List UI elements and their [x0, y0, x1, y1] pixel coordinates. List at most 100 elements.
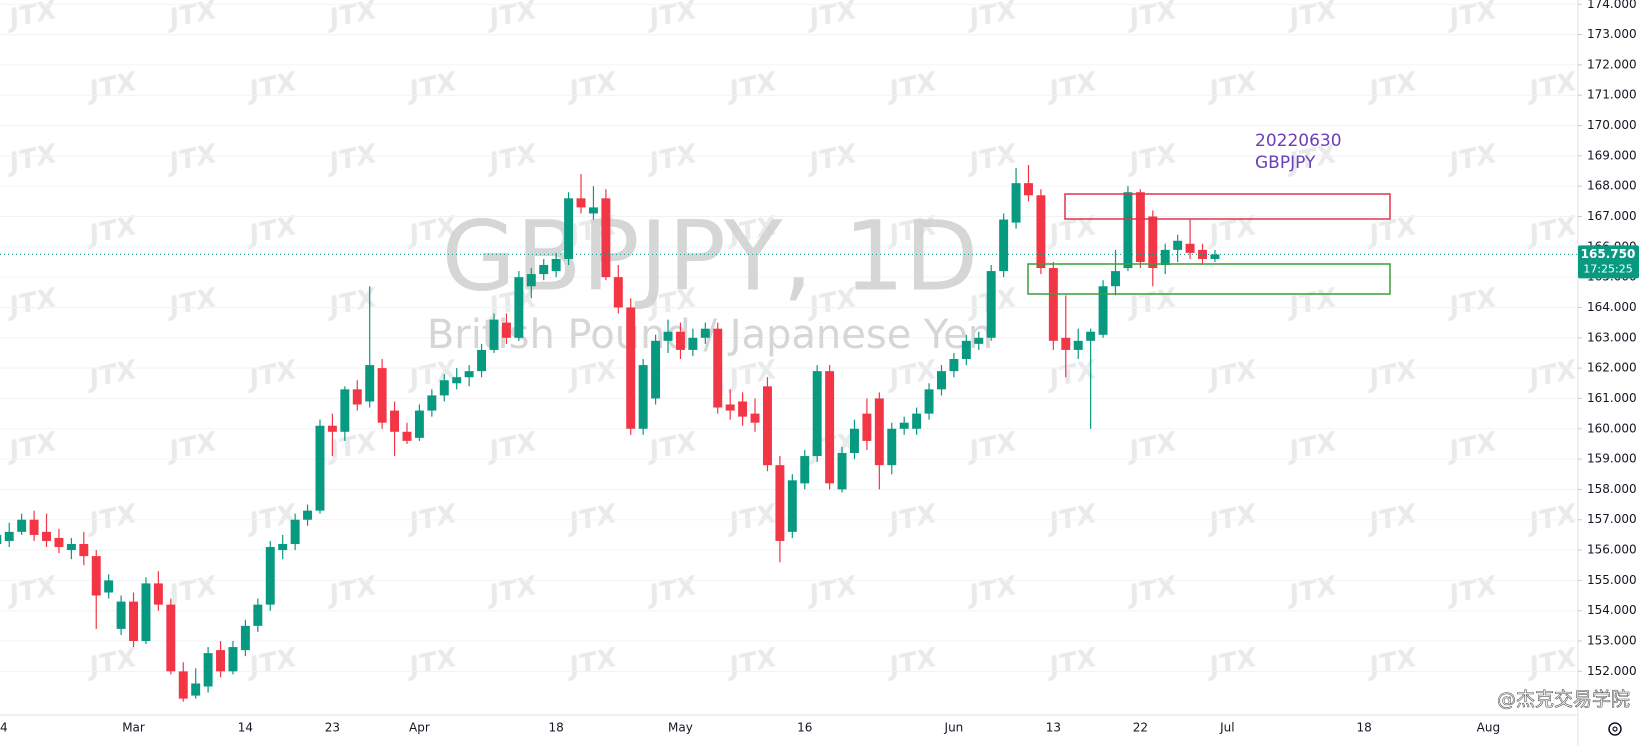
candle-body: [1111, 271, 1120, 287]
candle-body: [924, 389, 934, 414]
x-tick-label: 16: [797, 721, 812, 735]
candle-body: [315, 425, 325, 511]
candle-body: [849, 428, 859, 454]
candle-body: [66, 543, 76, 551]
candle-body: [265, 547, 275, 605]
gear-hub[interactable]: [1612, 726, 1618, 732]
candle-body: [1160, 249, 1170, 266]
y-tick-label: 158.000: [1587, 482, 1637, 496]
y-tick-label: 163.000: [1587, 330, 1637, 344]
candle-body: [1024, 183, 1033, 196]
candle-body: [974, 337, 984, 344]
x-tick-label: Mar: [122, 721, 145, 735]
x-tick-label: Jul: [1219, 721, 1234, 735]
y-tick-label: 156.000: [1587, 543, 1637, 557]
candle-body: [688, 337, 698, 350]
settings-icon[interactable]: [1608, 722, 1622, 736]
candle-body: [588, 207, 598, 214]
candle-body: [762, 386, 772, 466]
candle-body: [999, 219, 1009, 272]
candle-body: [912, 413, 922, 429]
candle-body: [278, 543, 288, 551]
candle-body: [1073, 340, 1083, 350]
y-tick-label: 173.000: [1587, 27, 1637, 41]
candle-body: [178, 671, 188, 699]
y-tick-label: 160.000: [1587, 421, 1637, 435]
candle-body: [365, 365, 375, 402]
x-tick-label: Jun: [944, 721, 964, 735]
candle-body: [551, 258, 561, 272]
candle-body: [1048, 268, 1058, 341]
candle-body: [961, 340, 971, 360]
candle-body: [1148, 216, 1158, 269]
candle-body: [91, 556, 101, 596]
bar-countdown: 17:25:25: [1583, 262, 1632, 275]
candle-body: [17, 519, 27, 532]
candle-body: [377, 368, 387, 423]
x-tick-label: 23: [325, 721, 340, 735]
candle-body: [464, 371, 474, 378]
y-tick-label: 167.000: [1587, 209, 1637, 223]
candle-body: [352, 389, 362, 405]
candle-body: [129, 601, 139, 642]
candle-body: [899, 422, 909, 429]
y-tick-label: 159.000: [1587, 452, 1637, 466]
candle-body: [651, 340, 661, 399]
candle-body: [713, 328, 723, 408]
annotation-date: 20220630: [1255, 131, 1342, 151]
candle-body: [1098, 286, 1108, 335]
x-tick-label: 13: [1046, 721, 1061, 735]
x-tick-label: 22: [1133, 721, 1148, 735]
candle-body: [1173, 240, 1183, 250]
candle-body: [340, 389, 350, 432]
annotation-symbol: GBPJPY: [1255, 153, 1316, 173]
candle-body: [539, 265, 549, 275]
candle-body: [4, 531, 14, 541]
y-tick-label: 170.000: [1587, 118, 1637, 132]
support-box: [1027, 263, 1391, 295]
x-tick-label: 18: [549, 721, 564, 735]
candle-body: [1185, 243, 1195, 253]
candle-body: [228, 647, 238, 672]
candle-body: [874, 398, 884, 466]
last-price-tag: [1578, 245, 1639, 279]
x-tick-label: Aug: [1477, 721, 1500, 735]
candle-body: [116, 601, 126, 629]
candle-body: [862, 413, 872, 441]
candle-body: [303, 510, 313, 520]
candle-body: [141, 583, 151, 642]
y-tick-label: 157.000: [1587, 512, 1637, 526]
candle-body: [837, 453, 847, 490]
candle-body: [477, 349, 487, 372]
x-tick-label: 18: [1356, 721, 1371, 735]
y-tick-label: 154.000: [1587, 603, 1637, 617]
candle-body: [601, 198, 611, 278]
candle-body: [787, 480, 797, 532]
candle-body: [986, 271, 996, 338]
gear-ring[interactable]: [1608, 722, 1622, 736]
candle-body: [1061, 337, 1071, 350]
candle-body: [104, 580, 114, 593]
candle-body: [240, 625, 250, 651]
candle-body: [750, 413, 760, 423]
candle-body: [1198, 249, 1207, 259]
y-tick-label: 153.000: [1587, 634, 1637, 648]
x-tick-label: Apr: [409, 721, 430, 735]
candle-body: [1011, 183, 1021, 223]
y-tick-label: 171.000: [1587, 88, 1637, 102]
candle-body: [638, 365, 648, 429]
y-tick-label: 172.000: [1587, 57, 1637, 71]
candle-body: [390, 410, 400, 432]
y-tick-label: 161.000: [1587, 391, 1637, 405]
candle-body: [675, 331, 685, 350]
candle-body: [937, 371, 946, 390]
symbol-description: British Pound / Japanese Yen: [427, 312, 993, 358]
candle-body: [514, 277, 524, 338]
candle-body: [775, 465, 785, 541]
candle-body: [725, 404, 735, 411]
candle-body: [949, 359, 959, 372]
y-tick-label: 168.000: [1587, 179, 1637, 193]
y-tick-label: 155.000: [1587, 573, 1637, 587]
